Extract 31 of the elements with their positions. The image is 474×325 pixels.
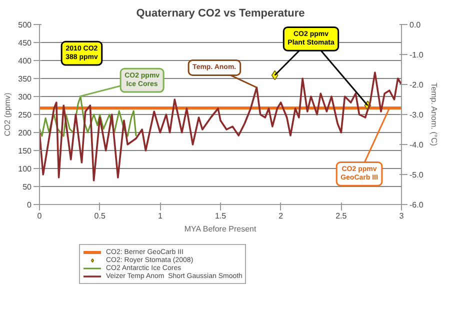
x-tick-label: 1.5 <box>214 212 227 220</box>
y-tick-label: 500 <box>18 20 32 30</box>
x-tick-label: 3 <box>399 212 404 220</box>
y-tick-label: 300 <box>18 92 32 102</box>
line-series <box>40 72 402 182</box>
y2-tick-label: -4.0 <box>410 140 424 150</box>
y2-tick-label: -3.0 <box>410 110 424 120</box>
y2-tick-label: -6.0 <box>410 200 424 210</box>
y2-tick-label: -2.0 <box>410 80 424 90</box>
y2-tick-label: -5.0 <box>410 170 424 180</box>
x-tick-label: 2.5 <box>336 212 348 220</box>
y-tick-label: 250 <box>18 110 32 120</box>
x-tick-label: 1 <box>158 212 163 220</box>
y2-axis-title: Temp. Anom. (°C) <box>429 82 438 146</box>
y-tick-label: 50 <box>22 182 32 192</box>
y-tick-label: 350 <box>18 74 32 84</box>
y-tick-label: 0 <box>27 200 32 210</box>
y2-tick-label: -1.0 <box>410 50 424 60</box>
x-axis-title: MYA Before Present <box>184 224 257 234</box>
y-tick-label: 450 <box>18 38 32 48</box>
x-tick-label: 0.5 <box>94 212 106 220</box>
y-tick-label: 200 <box>18 128 32 138</box>
x-tick-label: 0 <box>37 212 42 220</box>
y2-tick-label: 0.0 <box>410 20 422 30</box>
x-tick-label: 2 <box>278 212 284 220</box>
y-tick-label: 400 <box>18 56 32 66</box>
line-series <box>40 96 137 137</box>
y-axis-title: CO2 (ppmv) <box>3 92 12 136</box>
y-tick-label: 150 <box>18 146 32 156</box>
chart-title: Quaternary CO2 vs Temperature <box>136 8 305 20</box>
y-tick-label: 100 <box>18 164 32 174</box>
